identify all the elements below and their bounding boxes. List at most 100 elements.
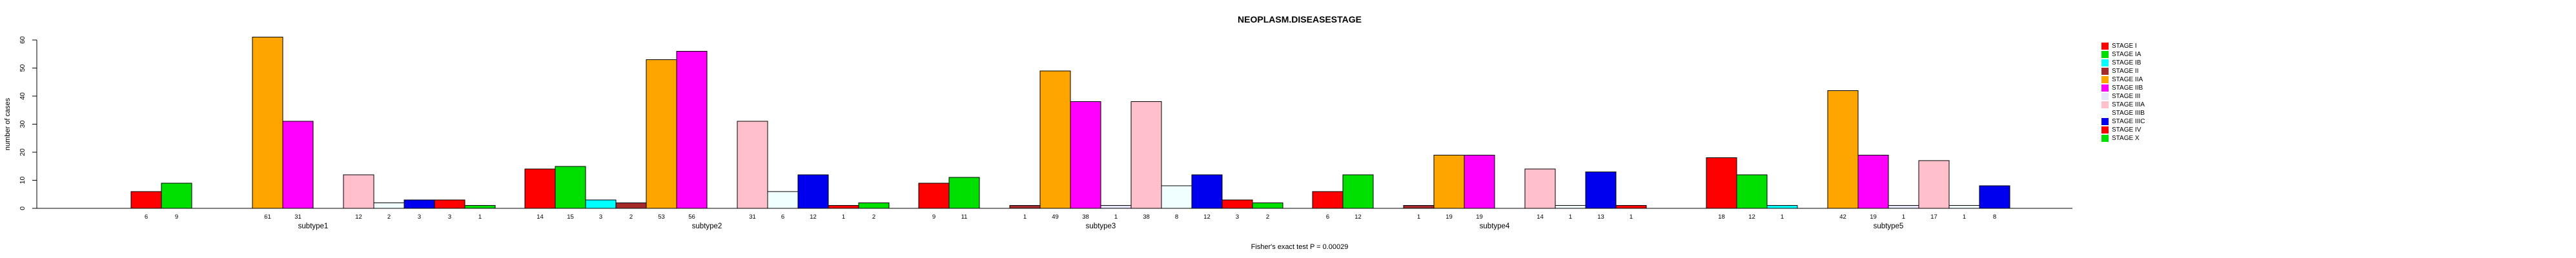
- legend-item-stage-ii: STAGE II: [2101, 67, 2145, 75]
- bar-stage-iiib-subtype2: [767, 191, 799, 209]
- y-tick-label: 0: [19, 206, 26, 210]
- legend-swatch-icon: [2101, 118, 2109, 125]
- bar-count-label: 19: [1476, 213, 1483, 221]
- bar-stage-iiib-subtype3: [1161, 185, 1192, 209]
- bar-count-label: 8: [1175, 213, 1178, 221]
- bar-count-label: 1: [1963, 213, 1966, 221]
- bar-stage-x-subtype1: [464, 205, 496, 209]
- bar-count-label: 6: [145, 213, 148, 221]
- bar-stage-iib-subtype5: [1857, 154, 1889, 209]
- bar-stage-iiib-subtype1: [373, 202, 405, 209]
- bar-stage-ia-subtype4: [1342, 174, 1374, 209]
- legend-label: STAGE IIIA: [2112, 101, 2145, 108]
- group-label-subtype1: subtype1: [298, 223, 329, 230]
- bar-count-label: 14: [537, 213, 544, 221]
- bar-stage-ia-subtype1: [161, 183, 192, 209]
- legend-item-stage-iii: STAGE III: [2101, 92, 2145, 101]
- y-tick-label: 10: [19, 177, 26, 184]
- bar-count-label: 31: [294, 213, 302, 221]
- bar-stage-iv-subtype2: [828, 205, 859, 209]
- bar-count-label: 61: [264, 213, 271, 221]
- fisher-test-caption: Fisher's exact test P = 0.00029: [1251, 243, 1349, 251]
- legend-swatch-icon: [2101, 43, 2109, 50]
- legend-label: STAGE IV: [2112, 126, 2142, 134]
- stage-legend: STAGE I STAGE IA STAGE IB STAGE II STAGE IIA…: [2101, 42, 2145, 143]
- bar-stage-ia-subtype2: [555, 166, 586, 209]
- y-tick-label: 60: [19, 36, 26, 44]
- group-label-subtype3: subtype3: [1086, 223, 1116, 230]
- bar-stage-iiic-subtype3: [1191, 174, 1223, 209]
- bar-count-label: 1: [1023, 213, 1027, 221]
- legend-item-stage-iiib: STAGE IIIB: [2101, 109, 2145, 117]
- bar-stage-ib-subtype5: [1766, 205, 1798, 209]
- bar-count-label: 1: [1902, 213, 1905, 221]
- legend-item-stage-iiic: STAGE IIIC: [2101, 117, 2145, 126]
- bar-count-label: 9: [175, 213, 178, 221]
- legend-item-stage-iv: STAGE IV: [2101, 126, 2145, 134]
- bar-count-label: 18: [1718, 213, 1725, 221]
- legend-label: STAGE IIB: [2112, 84, 2143, 92]
- bar-count-label: 42: [1839, 213, 1846, 221]
- bar-count-label: 8: [1993, 213, 1996, 221]
- bar-stage-x-subtype3: [1252, 202, 1283, 209]
- bar-count-label: 3: [448, 213, 451, 221]
- bar-count-label: 9: [932, 213, 935, 221]
- bar-stage-iv-subtype3: [1222, 199, 1253, 209]
- legend-swatch-icon: [2101, 110, 2109, 117]
- group-label-subtype5: subtype5: [1874, 223, 1904, 230]
- bar-count-label: 3: [418, 213, 421, 221]
- bar-stage-iiia-subtype1: [343, 174, 374, 209]
- bar-stage-iiia-subtype5: [1918, 160, 1950, 209]
- bar-count-label: 12: [810, 213, 817, 221]
- bar-count-label: 17: [1930, 213, 1937, 221]
- bar-stage-iiib-subtype4: [1555, 205, 1586, 209]
- bar-stage-iiib-subtype5: [1948, 205, 1980, 209]
- bar-count-label: 2: [1266, 213, 1269, 221]
- bar-count-label: 11: [961, 213, 968, 221]
- legend-swatch-icon: [2101, 59, 2109, 66]
- bar-stage-i-subtype4: [1312, 191, 1344, 209]
- y-tick-label: 30: [19, 121, 26, 128]
- legend-label: STAGE IB: [2112, 59, 2142, 66]
- bar-stage-iia-subtype4: [1433, 154, 1465, 209]
- bar-count-label: 1: [1569, 213, 1572, 221]
- bar-stage-iiic-subtype1: [404, 199, 435, 209]
- bar-stage-i-subtype2: [524, 168, 556, 209]
- legend-swatch-icon: [2101, 51, 2109, 58]
- bar-count-label: 38: [1082, 213, 1089, 221]
- legend-item-stage-i: STAGE I: [2101, 42, 2145, 50]
- bar-stage-ii-subtype4: [1403, 205, 1435, 209]
- bar-count-label: 1: [1114, 213, 1118, 221]
- bar-count-label: 56: [688, 213, 695, 221]
- bar-stage-iia-subtype1: [252, 37, 283, 209]
- bar-stage-i-subtype1: [130, 191, 162, 209]
- bar-stage-x-subtype2: [858, 202, 890, 209]
- bar-stage-iv-subtype4: [1615, 205, 1647, 209]
- bar-count-label: 2: [872, 213, 875, 221]
- bar-count-label: 2: [629, 213, 633, 221]
- bar-stage-iiia-subtype2: [737, 121, 768, 209]
- bar-stage-ia-subtype3: [948, 177, 980, 209]
- bar-count-label: 31: [749, 213, 756, 221]
- bar-stage-iia-subtype5: [1827, 90, 1859, 209]
- bar-stage-iib-subtype2: [676, 50, 708, 209]
- legend-item-stage-ib: STAGE IB: [2101, 59, 2145, 67]
- legend-item-stage-iib: STAGE IIB: [2101, 84, 2145, 92]
- bar-stage-iiic-subtype5: [1979, 185, 2010, 209]
- bar-stage-iib-subtype4: [1464, 154, 1495, 209]
- bar-stage-ii-subtype2: [615, 202, 647, 209]
- bar-count-label: 1: [1781, 213, 1784, 221]
- bar-stage-i-subtype3: [918, 183, 950, 209]
- bar-count-label: 19: [1870, 213, 1877, 221]
- bar-stage-iiic-subtype2: [797, 174, 829, 209]
- legend-label: STAGE X: [2112, 135, 2140, 142]
- group-label-subtype4: subtype4: [1480, 223, 1510, 230]
- legend-swatch-icon: [2101, 84, 2109, 92]
- bar-count-label: 12: [1748, 213, 1755, 221]
- bar-stage-ib-subtype2: [585, 199, 617, 209]
- bar-stage-iiia-subtype4: [1524, 168, 1556, 209]
- bar-count-label: 1: [1417, 213, 1420, 221]
- bar-count-label: 1: [1630, 213, 1633, 221]
